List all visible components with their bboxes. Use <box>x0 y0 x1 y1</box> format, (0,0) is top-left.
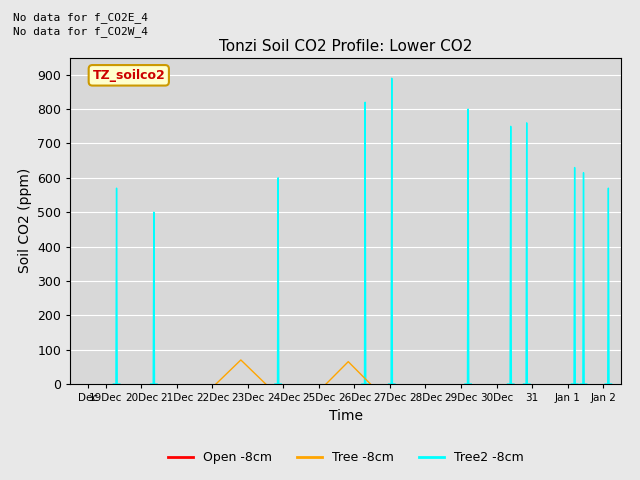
Text: No data for f_CO2E_4: No data for f_CO2E_4 <box>13 12 148 23</box>
Text: No data for f_CO2W_4: No data for f_CO2W_4 <box>13 26 148 37</box>
Title: Tonzi Soil CO2 Profile: Lower CO2: Tonzi Soil CO2 Profile: Lower CO2 <box>219 39 472 54</box>
Legend: Open -8cm, Tree -8cm, Tree2 -8cm: Open -8cm, Tree -8cm, Tree2 -8cm <box>163 446 529 469</box>
Y-axis label: Soil CO2 (ppm): Soil CO2 (ppm) <box>18 168 32 274</box>
X-axis label: Time: Time <box>328 408 363 422</box>
Text: TZ_soilco2: TZ_soilco2 <box>92 69 165 82</box>
